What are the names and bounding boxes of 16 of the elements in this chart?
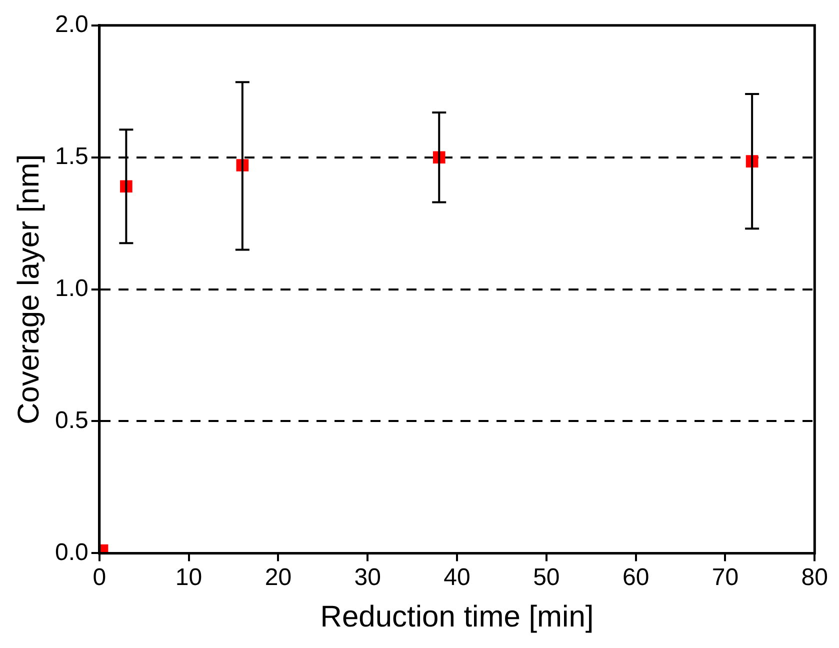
y-tick-label: 1.5 (54, 142, 88, 170)
x-tick-label: 80 (801, 564, 828, 592)
x-tick-label: 10 (175, 564, 202, 592)
y-tick-label: 0.0 (54, 538, 88, 566)
x-tick-label: 70 (712, 564, 739, 592)
x-tick-label: 30 (354, 564, 381, 592)
x-tick-label: 0 (92, 564, 106, 592)
x-axis-title: Reduction time [min] (320, 600, 594, 634)
x-tick-label: 50 (533, 564, 560, 592)
x-tick-label: 60 (622, 564, 650, 592)
y-tick-label: 2.0 (54, 11, 88, 38)
y-tick-label: 0.5 (54, 406, 88, 434)
y-axis-title: Coverage layer [nm] (12, 154, 46, 424)
x-tick-label: 40 (444, 564, 470, 592)
y-tick-label: 1.0 (54, 274, 88, 302)
x-tick-label: 20 (264, 564, 292, 592)
